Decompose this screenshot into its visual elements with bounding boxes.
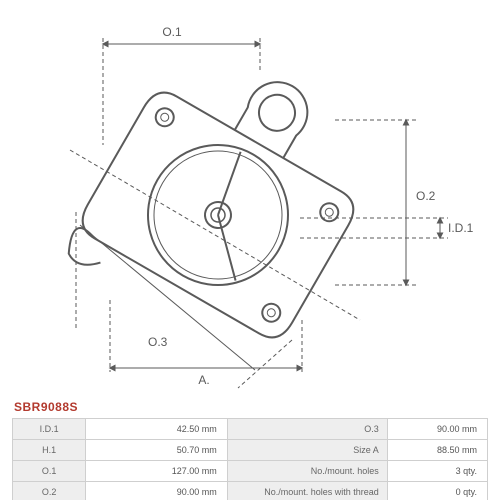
dim-label-id1: I.D.1 xyxy=(448,221,474,235)
part-number: SBR9088S xyxy=(14,400,78,414)
spec-value: 88.50 mm xyxy=(387,440,487,461)
dim-label-o2: O.2 xyxy=(416,189,436,203)
spec-value: 127.00 mm xyxy=(86,461,227,482)
dim-label-o1: O.1 xyxy=(162,25,182,39)
spec-label: Size A xyxy=(227,440,387,461)
table-row: I.D.1 42.50 mm O.3 90.00 mm xyxy=(13,419,488,440)
spec-value: 42.50 mm xyxy=(86,419,227,440)
spec-value: 3 qty. xyxy=(387,461,487,482)
spec-value: 90.00 mm xyxy=(86,482,227,500)
spec-label: No./mount. holes with thread xyxy=(227,482,387,500)
bracket-drawing: O.1 O.2 I.D.1 O.3 A. xyxy=(0,0,500,400)
dim-label-a: A. xyxy=(198,373,209,387)
spec-value: 90.00 mm xyxy=(387,419,487,440)
spec-label: O.1 xyxy=(13,461,86,482)
spec-label: No./mount. holes xyxy=(227,461,387,482)
spec-label: O.2 xyxy=(13,482,86,500)
spec-label: H.1 xyxy=(13,440,86,461)
table-row: O.2 90.00 mm No./mount. holes with threa… xyxy=(13,482,488,500)
dim-label-o3: O.3 xyxy=(148,335,168,349)
spec-label: I.D.1 xyxy=(13,419,86,440)
spec-value: 0 qty. xyxy=(387,482,487,500)
table-row: O.1 127.00 mm No./mount. holes 3 qty. xyxy=(13,461,488,482)
table-row: H.1 50.70 mm Size A 88.50 mm xyxy=(13,440,488,461)
spec-table: I.D.1 42.50 mm O.3 90.00 mm H.1 50.70 mm… xyxy=(12,418,488,500)
spec-value: 50.70 mm xyxy=(86,440,227,461)
spec-label: O.3 xyxy=(227,419,387,440)
